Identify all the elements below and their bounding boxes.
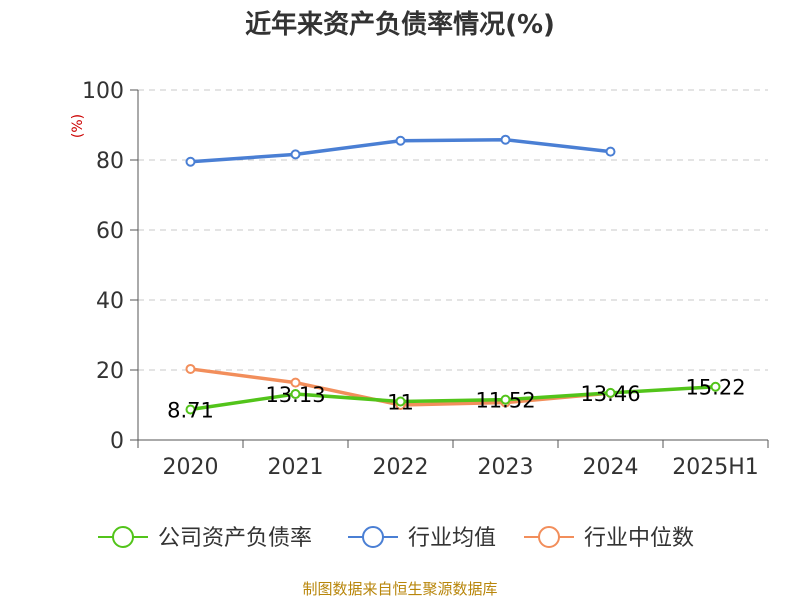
x-tick-label: 2021 bbox=[268, 455, 324, 480]
series-point bbox=[290, 389, 301, 400]
data-label: 15.22 bbox=[685, 376, 745, 400]
chart-title: 近年来资产负债率情况(%) bbox=[245, 9, 555, 40]
series-point bbox=[500, 394, 511, 405]
legend-label: 行业均值 bbox=[408, 526, 496, 551]
series-point bbox=[395, 135, 406, 146]
grid bbox=[138, 89, 768, 371]
y-tick-label: 80 bbox=[96, 149, 124, 174]
series-point bbox=[290, 149, 301, 160]
legend-swatch-marker bbox=[538, 526, 560, 548]
series-point bbox=[710, 381, 721, 392]
source-note: 制图数据来自恒生聚源数据库 bbox=[302, 580, 497, 598]
legend-swatch-marker bbox=[362, 526, 384, 548]
data-label: 11.52 bbox=[475, 389, 535, 413]
series-point bbox=[395, 396, 406, 407]
y-tick-label: 100 bbox=[82, 79, 124, 104]
legend-label: 公司资产负债率 bbox=[158, 526, 312, 551]
y-tick-label: 0 bbox=[110, 429, 124, 454]
y-axis-unit-label: (%) bbox=[70, 114, 86, 138]
data-label: 13.46 bbox=[580, 382, 640, 406]
y-tick-label: 40 bbox=[96, 289, 124, 314]
series-point bbox=[185, 363, 196, 374]
series-point bbox=[500, 134, 511, 145]
data-labels: 8.71 13.13 11 11.52 13.46 15.22 bbox=[167, 376, 745, 423]
legend: 公司资产负债率 行业均值 行业中位数 bbox=[98, 526, 694, 551]
x-tick-label: 2022 bbox=[373, 455, 429, 480]
data-label: 8.71 bbox=[167, 399, 214, 423]
legend-item[interactable]: 行业均值 bbox=[348, 526, 496, 551]
legend-item[interactable]: 公司资产负债率 bbox=[98, 526, 312, 551]
series-point bbox=[185, 404, 196, 415]
axes: 0 20 40 60 80 100 2020 2021 2022 2023 2024 2025H1 bbox=[82, 79, 769, 480]
data-label: 13.13 bbox=[265, 383, 325, 407]
series-line bbox=[190, 384, 716, 412]
y-tick-label: 60 bbox=[96, 219, 124, 244]
x-tick-label: 2020 bbox=[163, 455, 219, 480]
series-point bbox=[605, 146, 616, 157]
series-point bbox=[605, 387, 616, 398]
series-point bbox=[290, 377, 301, 388]
y-tick-label: 20 bbox=[96, 359, 124, 384]
series-layer bbox=[185, 134, 721, 415]
x-tick-label: 2023 bbox=[478, 455, 534, 480]
x-tick-label: 2024 bbox=[583, 455, 639, 480]
data-label: 11 bbox=[387, 391, 414, 415]
series-point bbox=[185, 156, 196, 167]
legend-label: 行业中位数 bbox=[584, 526, 694, 551]
legend-item[interactable]: 行业中位数 bbox=[524, 526, 694, 551]
x-tick-label: 2025H1 bbox=[672, 455, 759, 480]
legend-swatch-marker bbox=[112, 526, 134, 548]
